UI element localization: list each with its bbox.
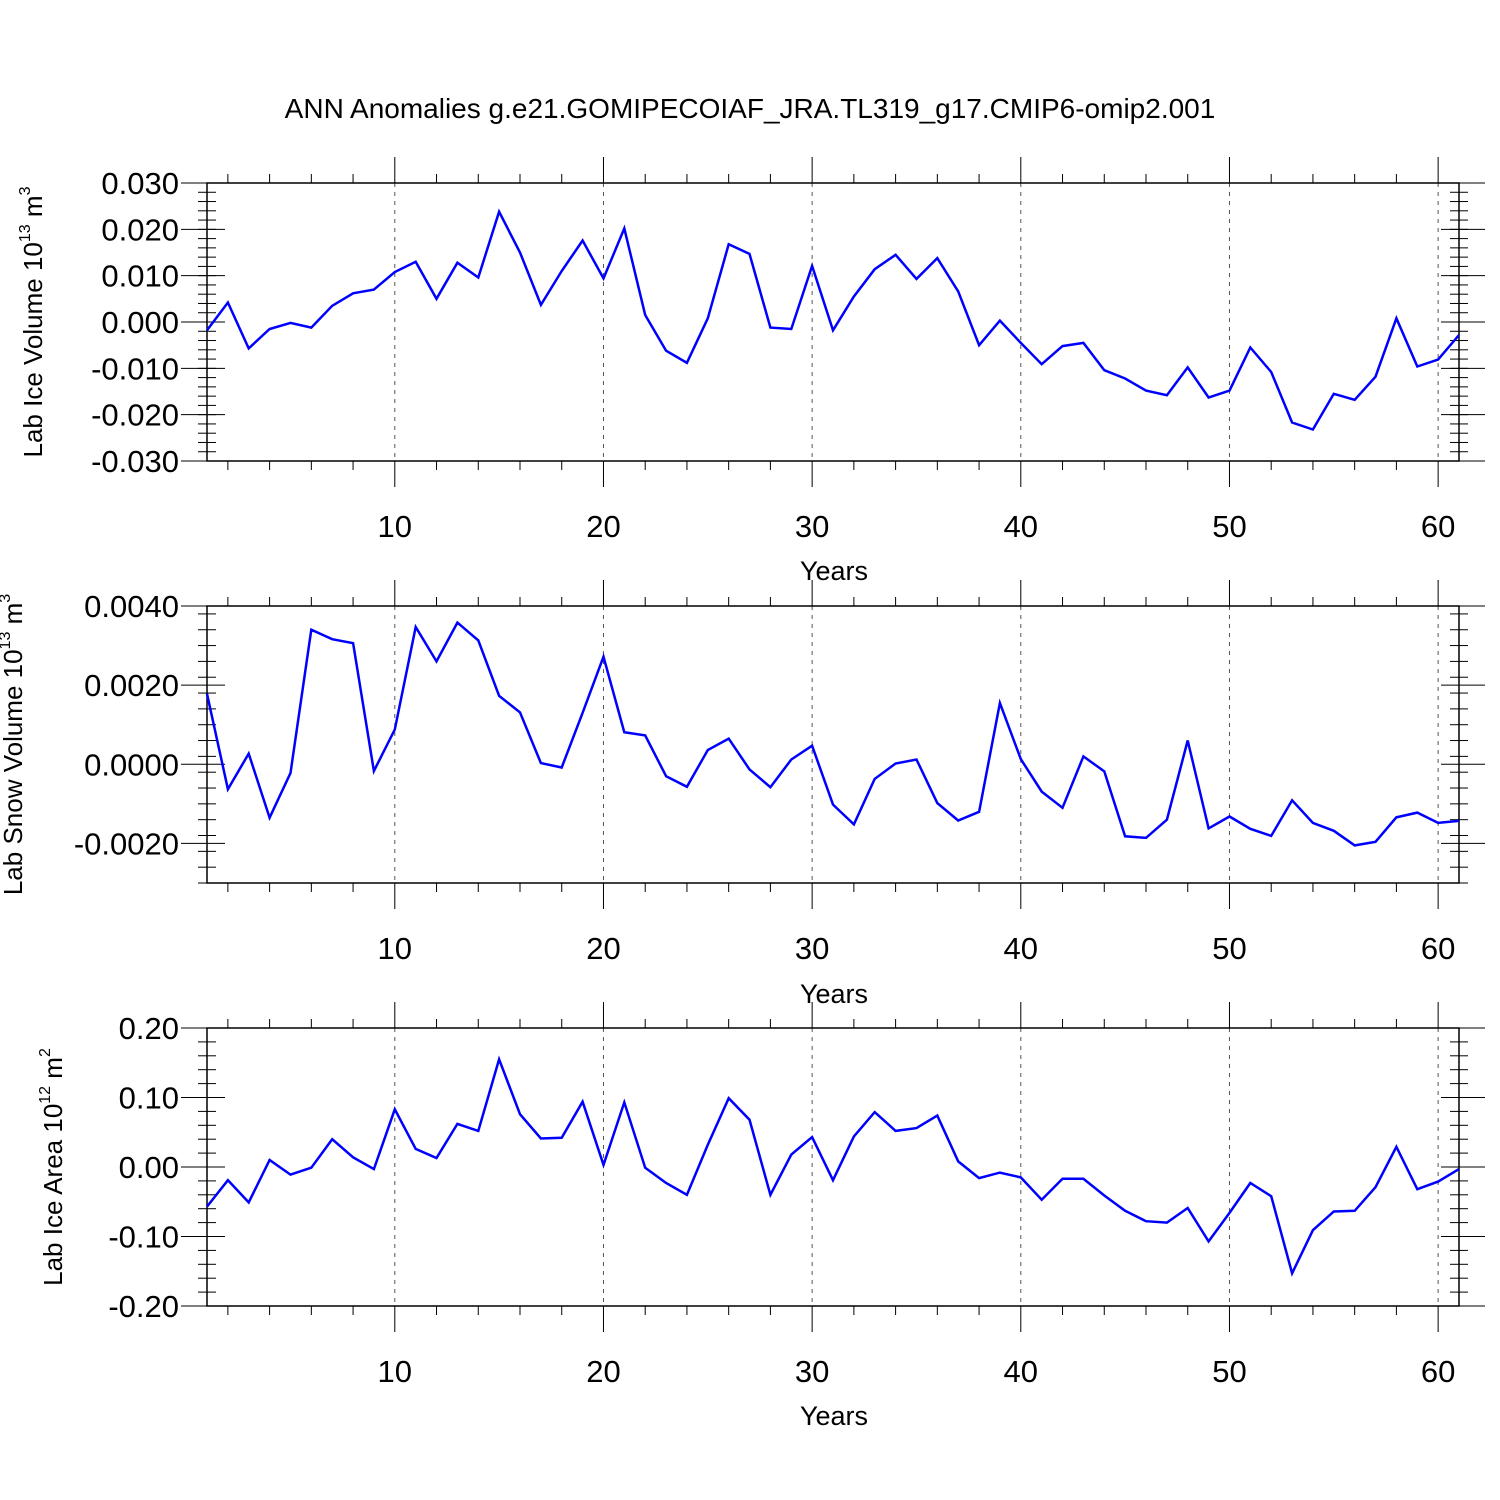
panel-ice-area: -0.20 -0.10 0.00 0.10 0.20 10 20 30 40 50 60 Years L… (37, 1002, 1485, 1431)
y-tick-label: -0.010 (91, 351, 179, 386)
x-tick-label: 50 (1212, 931, 1246, 966)
y-axis-label-unit: m (38, 1057, 68, 1086)
y-tick-label: 0.0040 (84, 589, 179, 624)
x-tick-label: 40 (1004, 509, 1038, 544)
x-tick-label: 30 (795, 931, 829, 966)
x-tick-label: 50 (1212, 1354, 1246, 1389)
plot-frame (206, 182, 1460, 462)
y-tick-label: -0.20 (108, 1289, 179, 1324)
x-tick-label: 20 (586, 931, 620, 966)
x-tick-label: 60 (1421, 931, 1455, 966)
x-tick-label: 20 (586, 509, 620, 544)
x-tick-label: 10 (378, 1354, 412, 1389)
y-tick-label: -0.020 (91, 398, 179, 433)
series-line (205, 620, 1460, 847)
x-tick-label: 30 (795, 1354, 829, 1389)
y-axis-label-unit: m (18, 195, 48, 224)
y-axis-label-unit-exponent: 2 (37, 1048, 54, 1057)
y-tick-label: 0.0000 (84, 747, 179, 782)
x-tick-label: 30 (795, 509, 829, 544)
panel-snow-volume: -0.0020 0.0000 0.0020 0.0040 10 20 30 40 50 60 Yea… (0, 580, 1485, 1009)
y-tick-label: -0.0020 (74, 826, 179, 861)
plot-frame (206, 605, 1460, 884)
y-axis-label: Lab Snow Volume 1013 m3 (0, 594, 28, 895)
panel-ice-volume: -0.030 -0.020 -0.010 0.000 0.010 0.020 0.030 10… (17, 157, 1485, 586)
x-tick-label: 60 (1421, 1354, 1455, 1389)
y-axis-label-main: Lab Ice Area 10 (38, 1104, 68, 1286)
y-axis-label-unit-exponent: 3 (0, 594, 14, 603)
y-axis-label-exponent: 13 (17, 224, 34, 242)
y-tick-label: 0.000 (101, 305, 179, 340)
x-tick-label: 40 (1004, 931, 1038, 966)
y-tick-label: 0.00 (119, 1150, 179, 1185)
y-tick-label: 0.020 (101, 212, 179, 247)
y-axis-label-main: Lab Ice Volume 10 (18, 242, 48, 457)
x-axis-label: Years (800, 1401, 868, 1431)
series-line (206, 1055, 1460, 1277)
y-tick-label: -0.030 (91, 444, 179, 479)
x-tick-label: 60 (1421, 509, 1455, 544)
y-axis-label-exponent: 13 (0, 632, 14, 650)
y-axis-label-unit: m (0, 603, 28, 632)
y-tick-label: 0.10 (119, 1081, 179, 1116)
x-tick-label: 10 (378, 509, 412, 544)
x-tick-label: 50 (1212, 509, 1246, 544)
figure-title: ANN Anomalies g.e21.GOMIPECOIAF_JRA.TL31… (285, 93, 1216, 124)
y-tick-label: 0.010 (101, 259, 179, 294)
x-tick-label: 40 (1004, 1354, 1038, 1389)
series-line (206, 208, 1460, 432)
y-tick-label: 0.030 (101, 166, 179, 201)
y-axis-label: Lab Ice Volume 1013 m3 (17, 186, 48, 457)
x-axis-label: Years (800, 556, 868, 586)
y-tick-label: -0.10 (108, 1220, 179, 1255)
x-tick-label: 20 (586, 1354, 620, 1389)
x-tick-label: 10 (378, 931, 412, 966)
y-tick-label: 0.0020 (84, 668, 179, 703)
x-axis-label: Years (800, 979, 868, 1009)
y-axis-label-main: Lab Snow Volume 10 (0, 649, 28, 895)
y-axis-label-exponent: 12 (37, 1086, 54, 1104)
y-axis-label-unit-exponent: 3 (17, 186, 34, 195)
y-axis-label: Lab Ice Area 1012 m2 (37, 1048, 68, 1286)
y-tick-label: 0.20 (119, 1011, 179, 1046)
plot-frame (206, 1027, 1460, 1307)
